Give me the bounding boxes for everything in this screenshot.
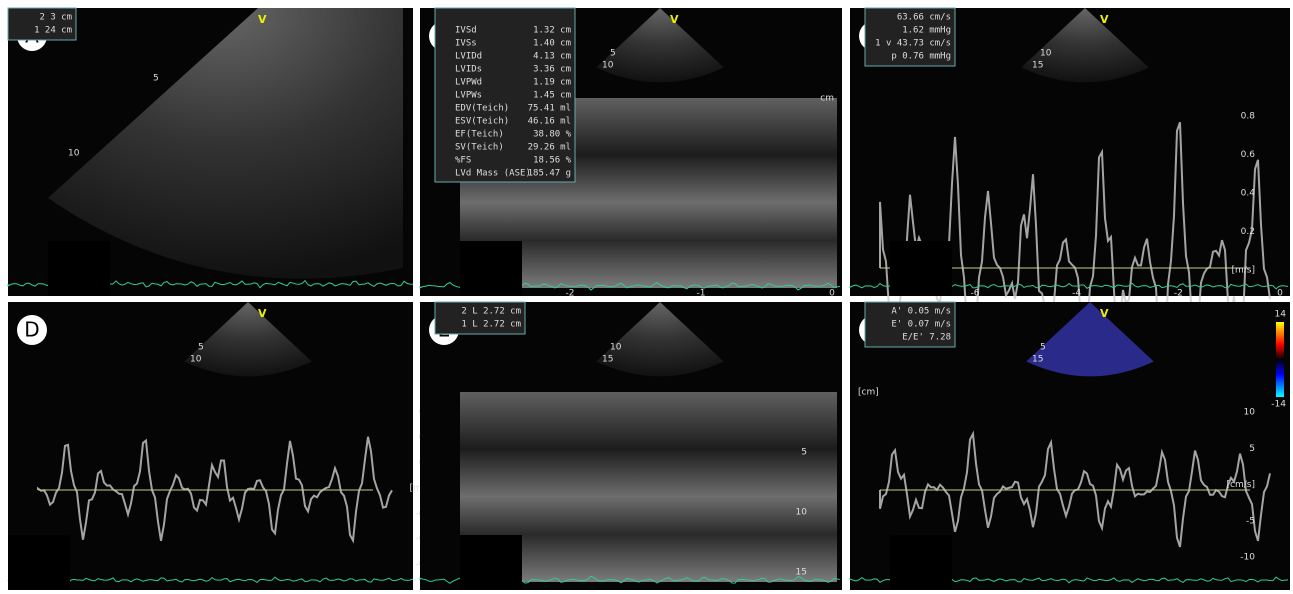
depth-label: 15 — [1032, 355, 1043, 365]
measurement-name: LVIDd — [455, 52, 482, 62]
panel-letter: D — [24, 318, 39, 342]
y-tick-label: [m/s] — [1231, 266, 1255, 276]
measurement-name: ESV(Teich) — [455, 117, 509, 127]
measurement: 2 L 2.72 cm — [461, 307, 521, 317]
measurement: 1 v 43.73 cm/s — [875, 39, 951, 49]
measurement-name: LVd Mass (ASE) — [455, 169, 531, 179]
measurement: 1.62 mmHg — [902, 26, 951, 36]
y-tick-label: 15 — [796, 568, 807, 578]
y-tick-label: -5 — [1246, 516, 1255, 526]
measurement: E/E' 7.28 — [902, 333, 951, 343]
unit-label: cm — [820, 94, 834, 104]
measurement-value: 1.32 cm — [533, 26, 571, 36]
y-tick-label: 5 — [1249, 444, 1255, 454]
scale-label: -14 — [1271, 400, 1286, 410]
black-mask — [890, 535, 952, 590]
orientation-marker: V — [258, 13, 267, 26]
measurement: E' 0.07 m/s — [891, 320, 951, 330]
measurement-name: EDV(Teich) — [455, 104, 509, 114]
x-tick-label: -4 — [1072, 289, 1081, 299]
y-tick-label: 0.2 — [1241, 227, 1255, 237]
depth-label: 10 — [602, 61, 614, 71]
depth-label: 15 — [602, 355, 613, 365]
depth-label: 5 — [610, 49, 616, 59]
unit-label: [cm] — [858, 388, 879, 398]
y-tick-label: -10 — [1240, 553, 1255, 563]
measurement-value: 4.13 cm — [533, 52, 571, 62]
depth-label: 10 — [190, 355, 202, 365]
x-tick-label: 0 — [829, 289, 835, 299]
measurement-value: 1.19 cm — [533, 78, 571, 88]
measurement-name: LVPWs — [455, 91, 482, 101]
y-tick-label: 0.6 — [1241, 150, 1256, 160]
measurement: p 0.76 mmHg — [891, 52, 951, 62]
panel: FV515A' 0.05 m/sE' 0.07 m/sE/E' 7.28105[… — [850, 302, 1290, 590]
y-tick-label: [cm/s] — [1227, 480, 1255, 490]
measurement-name: IVSd — [455, 26, 477, 36]
measurement-name: LVPWd — [455, 78, 482, 88]
measurement-name: SV(Teich) — [455, 143, 504, 153]
x-tick-label: -2 — [566, 289, 575, 299]
black-mask — [460, 241, 522, 296]
measurement-value: 18.56 % — [533, 156, 572, 166]
depth-label: 10 — [1040, 49, 1052, 59]
depth-label: 10 — [68, 149, 80, 159]
figure: AV5102 3 cm1 24 cmBV510IVSd1.32 cmIVSs1.… — [0, 0, 1293, 590]
y-tick-label: 5 — [801, 448, 807, 458]
black-mask — [460, 535, 522, 590]
black-mask — [8, 535, 70, 590]
measurement: 63.66 cm/s — [897, 13, 951, 23]
color-scale — [1276, 322, 1284, 397]
orientation-marker: V — [670, 13, 679, 26]
depth-label: 15 — [1032, 61, 1043, 71]
y-tick-label: 0.4 — [1241, 189, 1256, 199]
x-tick-label: -2 — [1174, 289, 1183, 299]
depth-label: 5 — [1040, 343, 1046, 353]
measurement-value: 1.40 cm — [533, 39, 571, 49]
x-tick-label: 0 — [1277, 289, 1283, 299]
measurement-value: 75.41 ml — [528, 104, 571, 114]
measurement-value: 185.47 g — [528, 169, 571, 179]
depth-label: 5 — [153, 74, 159, 84]
orientation-marker: V — [258, 307, 267, 320]
y-tick-label: 10 — [796, 508, 808, 518]
scale-label: 14 — [1275, 310, 1287, 320]
panel: AV5102 3 cm1 24 cm — [8, 8, 413, 296]
measurement-name: EF(Teich) — [455, 130, 504, 140]
y-tick-label: 10 — [1244, 408, 1256, 418]
depth-label: 10 — [610, 343, 622, 353]
measurement-name: IVSs — [455, 39, 477, 49]
measurement-value: 1.45 cm — [533, 91, 571, 101]
black-mask — [48, 241, 110, 296]
measurement: 1 L 2.72 cm — [461, 320, 521, 330]
depth-label: 5 — [198, 343, 204, 353]
measurement-value: 38.80 % — [533, 130, 572, 140]
measurement-value: 3.36 cm — [533, 65, 571, 75]
black-mask — [890, 241, 952, 296]
measurement: 2 3 cm — [39, 13, 72, 23]
measurement: A' 0.05 m/s — [891, 307, 951, 317]
measurement-value: 29.26 ml — [528, 143, 571, 153]
measurement-name: %FS — [455, 156, 471, 166]
measurement: 1 24 cm — [34, 26, 72, 36]
measurement-value: 46.16 ml — [528, 117, 571, 127]
x-tick-label: -1 — [697, 289, 706, 299]
panel: DV5100.60.40.2[m/s]-0.2-0.4-0.6 — [8, 302, 433, 590]
x-tick-label: -6 — [971, 289, 980, 299]
orientation-marker: V — [1100, 13, 1109, 26]
measurement-name: LVIDs — [455, 65, 482, 75]
orientation-marker: V — [1100, 307, 1109, 320]
y-tick-label: 0.8 — [1241, 112, 1256, 122]
